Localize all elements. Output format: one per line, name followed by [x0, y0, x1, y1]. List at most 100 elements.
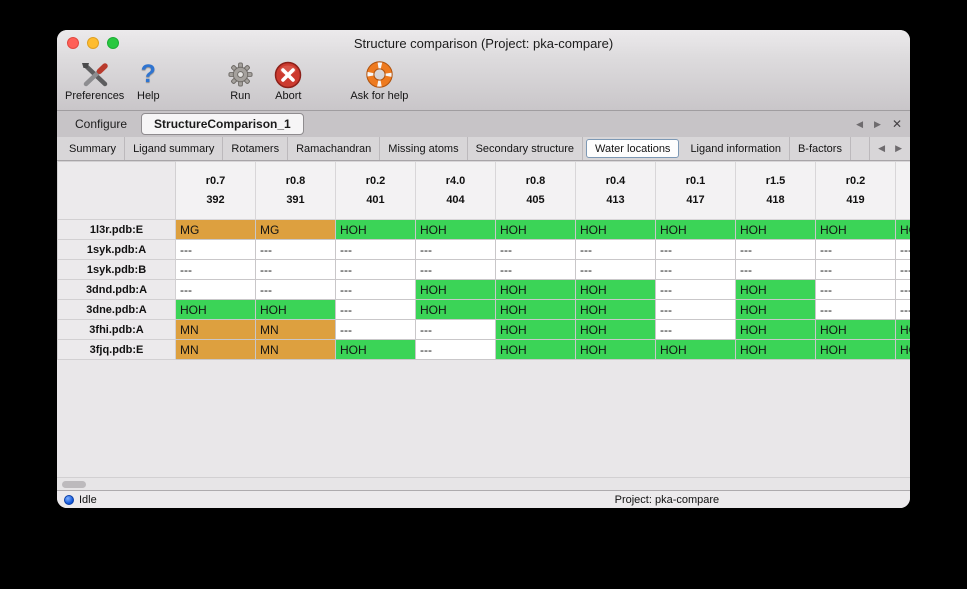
preferences-button[interactable]: Preferences — [65, 59, 124, 102]
tab-configure[interactable]: Configure — [75, 117, 128, 131]
column-header[interactable]: r1.5 418 — [735, 161, 816, 220]
table-cell[interactable]: --- — [815, 299, 896, 320]
row-header[interactable]: 1syk.pdb:B — [57, 259, 176, 280]
table-cell[interactable]: MG — [255, 219, 336, 240]
table-cell[interactable]: --- — [815, 279, 896, 300]
table-cell[interactable]: HOH — [735, 339, 816, 360]
subtab-water-locations[interactable]: Water locations — [586, 139, 680, 158]
table-cell[interactable]: --- — [655, 319, 736, 340]
table-cell[interactable]: HOH — [575, 219, 656, 240]
table-cell[interactable]: --- — [895, 239, 910, 260]
subtab-secondary-structure[interactable]: Secondary structure — [468, 137, 584, 160]
zoom-window-button[interactable] — [107, 37, 119, 49]
table-cell[interactable]: HOH — [655, 339, 736, 360]
subtab-ligand-summary[interactable]: Ligand summary — [125, 137, 224, 160]
subtab-summary[interactable]: Summary — [61, 137, 126, 160]
table-cell[interactable]: HOH — [495, 319, 576, 340]
subtab-missing-atoms[interactable]: Missing atoms — [380, 137, 468, 160]
row-header[interactable]: 1l3r.pdb:E — [57, 219, 176, 240]
ask-for-help-button[interactable]: Ask for help — [350, 59, 408, 102]
table-cell[interactable]: HOH — [575, 319, 656, 340]
table-cell[interactable]: --- — [895, 299, 910, 320]
title-bar[interactable]: Structure comparison (Project: pka-compa… — [57, 30, 910, 56]
table-cell[interactable]: HOH — [735, 319, 816, 340]
column-header[interactable]: r0.7 392 — [175, 161, 256, 220]
row-header[interactable]: 3dnd.pdb:A — [57, 279, 176, 300]
table-cell[interactable]: --- — [175, 239, 256, 260]
table-cell[interactable]: --- — [655, 299, 736, 320]
table-cell[interactable]: HOH — [575, 279, 656, 300]
table-cell[interactable]: --- — [735, 259, 816, 280]
table-cell[interactable]: HOH — [815, 219, 896, 240]
minimize-window-button[interactable] — [87, 37, 99, 49]
table-cell[interactable]: MN — [175, 319, 256, 340]
table-cell[interactable]: HOH — [815, 319, 896, 340]
row-header[interactable]: 1syk.pdb:A — [57, 239, 176, 260]
column-header[interactable]: r0.2 401 — [335, 161, 416, 220]
table-cell[interactable]: HOH — [255, 299, 336, 320]
table-cell[interactable]: MN — [175, 339, 256, 360]
column-header[interactable]: r0.8 405 — [495, 161, 576, 220]
table-cell[interactable]: HOH — [495, 339, 576, 360]
table-cell[interactable]: --- — [255, 239, 336, 260]
table-cell[interactable]: HOH — [735, 299, 816, 320]
table-cell[interactable]: MN — [255, 319, 336, 340]
row-header[interactable]: 3fhi.pdb:A — [57, 319, 176, 340]
subtab-b-factors[interactable]: B-factors — [790, 137, 851, 160]
tab-close-icon[interactable]: ✕ — [891, 117, 902, 131]
table-cell[interactable]: HOH — [575, 299, 656, 320]
table-cell[interactable]: --- — [575, 239, 656, 260]
horizontal-scrollbar[interactable] — [57, 477, 910, 490]
table-cell[interactable]: HOH — [335, 339, 416, 360]
table-cell[interactable]: HOH — [415, 299, 496, 320]
table-cell[interactable]: --- — [255, 259, 336, 280]
column-header[interactable]: r0.2 419 — [815, 161, 896, 220]
table-cell[interactable]: HOH — [175, 299, 256, 320]
run-button[interactable]: Run — [216, 59, 264, 102]
close-window-button[interactable] — [67, 37, 79, 49]
table-cell[interactable]: --- — [655, 259, 736, 280]
table-cell[interactable]: --- — [815, 259, 896, 280]
table-cell[interactable]: --- — [335, 279, 416, 300]
table-cell[interactable]: --- — [815, 239, 896, 260]
table-cell[interactable]: --- — [415, 239, 496, 260]
table-cell[interactable]: MN — [255, 339, 336, 360]
column-header[interactable]: r0.8 391 — [255, 161, 336, 220]
subtab-scroll-left-icon[interactable]: ◀ — [878, 143, 886, 153]
column-header[interactable] — [895, 161, 910, 220]
table-cell[interactable]: --- — [415, 339, 496, 360]
tab-scroll-left-icon[interactable]: ◀ — [856, 118, 864, 129]
table-cell[interactable]: HOH — [655, 219, 736, 240]
table-cell[interactable]: HOH — [895, 319, 910, 340]
tab-scroll-right-icon[interactable]: ▶ — [874, 118, 881, 129]
table-cell[interactable]: HOH — [335, 219, 416, 240]
subtab-ligand-information[interactable]: Ligand information — [682, 137, 790, 160]
table-cell[interactable]: MG — [175, 219, 256, 240]
tab-structurecomparison-1[interactable]: StructureComparison_1 — [141, 113, 304, 135]
table-cell[interactable]: --- — [575, 259, 656, 280]
column-header[interactable]: r0.4 413 — [575, 161, 656, 220]
table-cell[interactable]: --- — [495, 239, 576, 260]
column-header[interactable]: r0.1 417 — [655, 161, 736, 220]
subtab-scroll-right-icon[interactable]: ▶ — [895, 143, 902, 153]
subtab-ramachandran[interactable]: Ramachandran — [288, 137, 381, 160]
table-cell[interactable]: HOH — [495, 219, 576, 240]
table-cell[interactable]: --- — [895, 259, 910, 280]
table-cell[interactable]: --- — [175, 259, 256, 280]
table-cell[interactable]: HOH — [895, 339, 910, 360]
subtab-rotamers[interactable]: Rotamers — [223, 137, 289, 160]
table-cell[interactable]: --- — [495, 259, 576, 280]
table-cell[interactable]: HOH — [495, 299, 576, 320]
scrollbar-thumb[interactable] — [62, 481, 86, 488]
table-cell[interactable]: --- — [895, 279, 910, 300]
table-cell[interactable]: HOH — [815, 339, 896, 360]
table-cell[interactable]: HOH — [735, 279, 816, 300]
abort-button[interactable]: Abort — [264, 59, 312, 102]
column-header[interactable]: r4.0 404 — [415, 161, 496, 220]
table-cell[interactable]: --- — [335, 259, 416, 280]
help-button[interactable]: ? Help — [124, 59, 172, 103]
table-cell[interactable]: HOH — [415, 279, 496, 300]
table-cell[interactable]: HOH — [575, 339, 656, 360]
table-cell[interactable]: --- — [735, 239, 816, 260]
row-header[interactable]: 3dne.pdb:A — [57, 299, 176, 320]
